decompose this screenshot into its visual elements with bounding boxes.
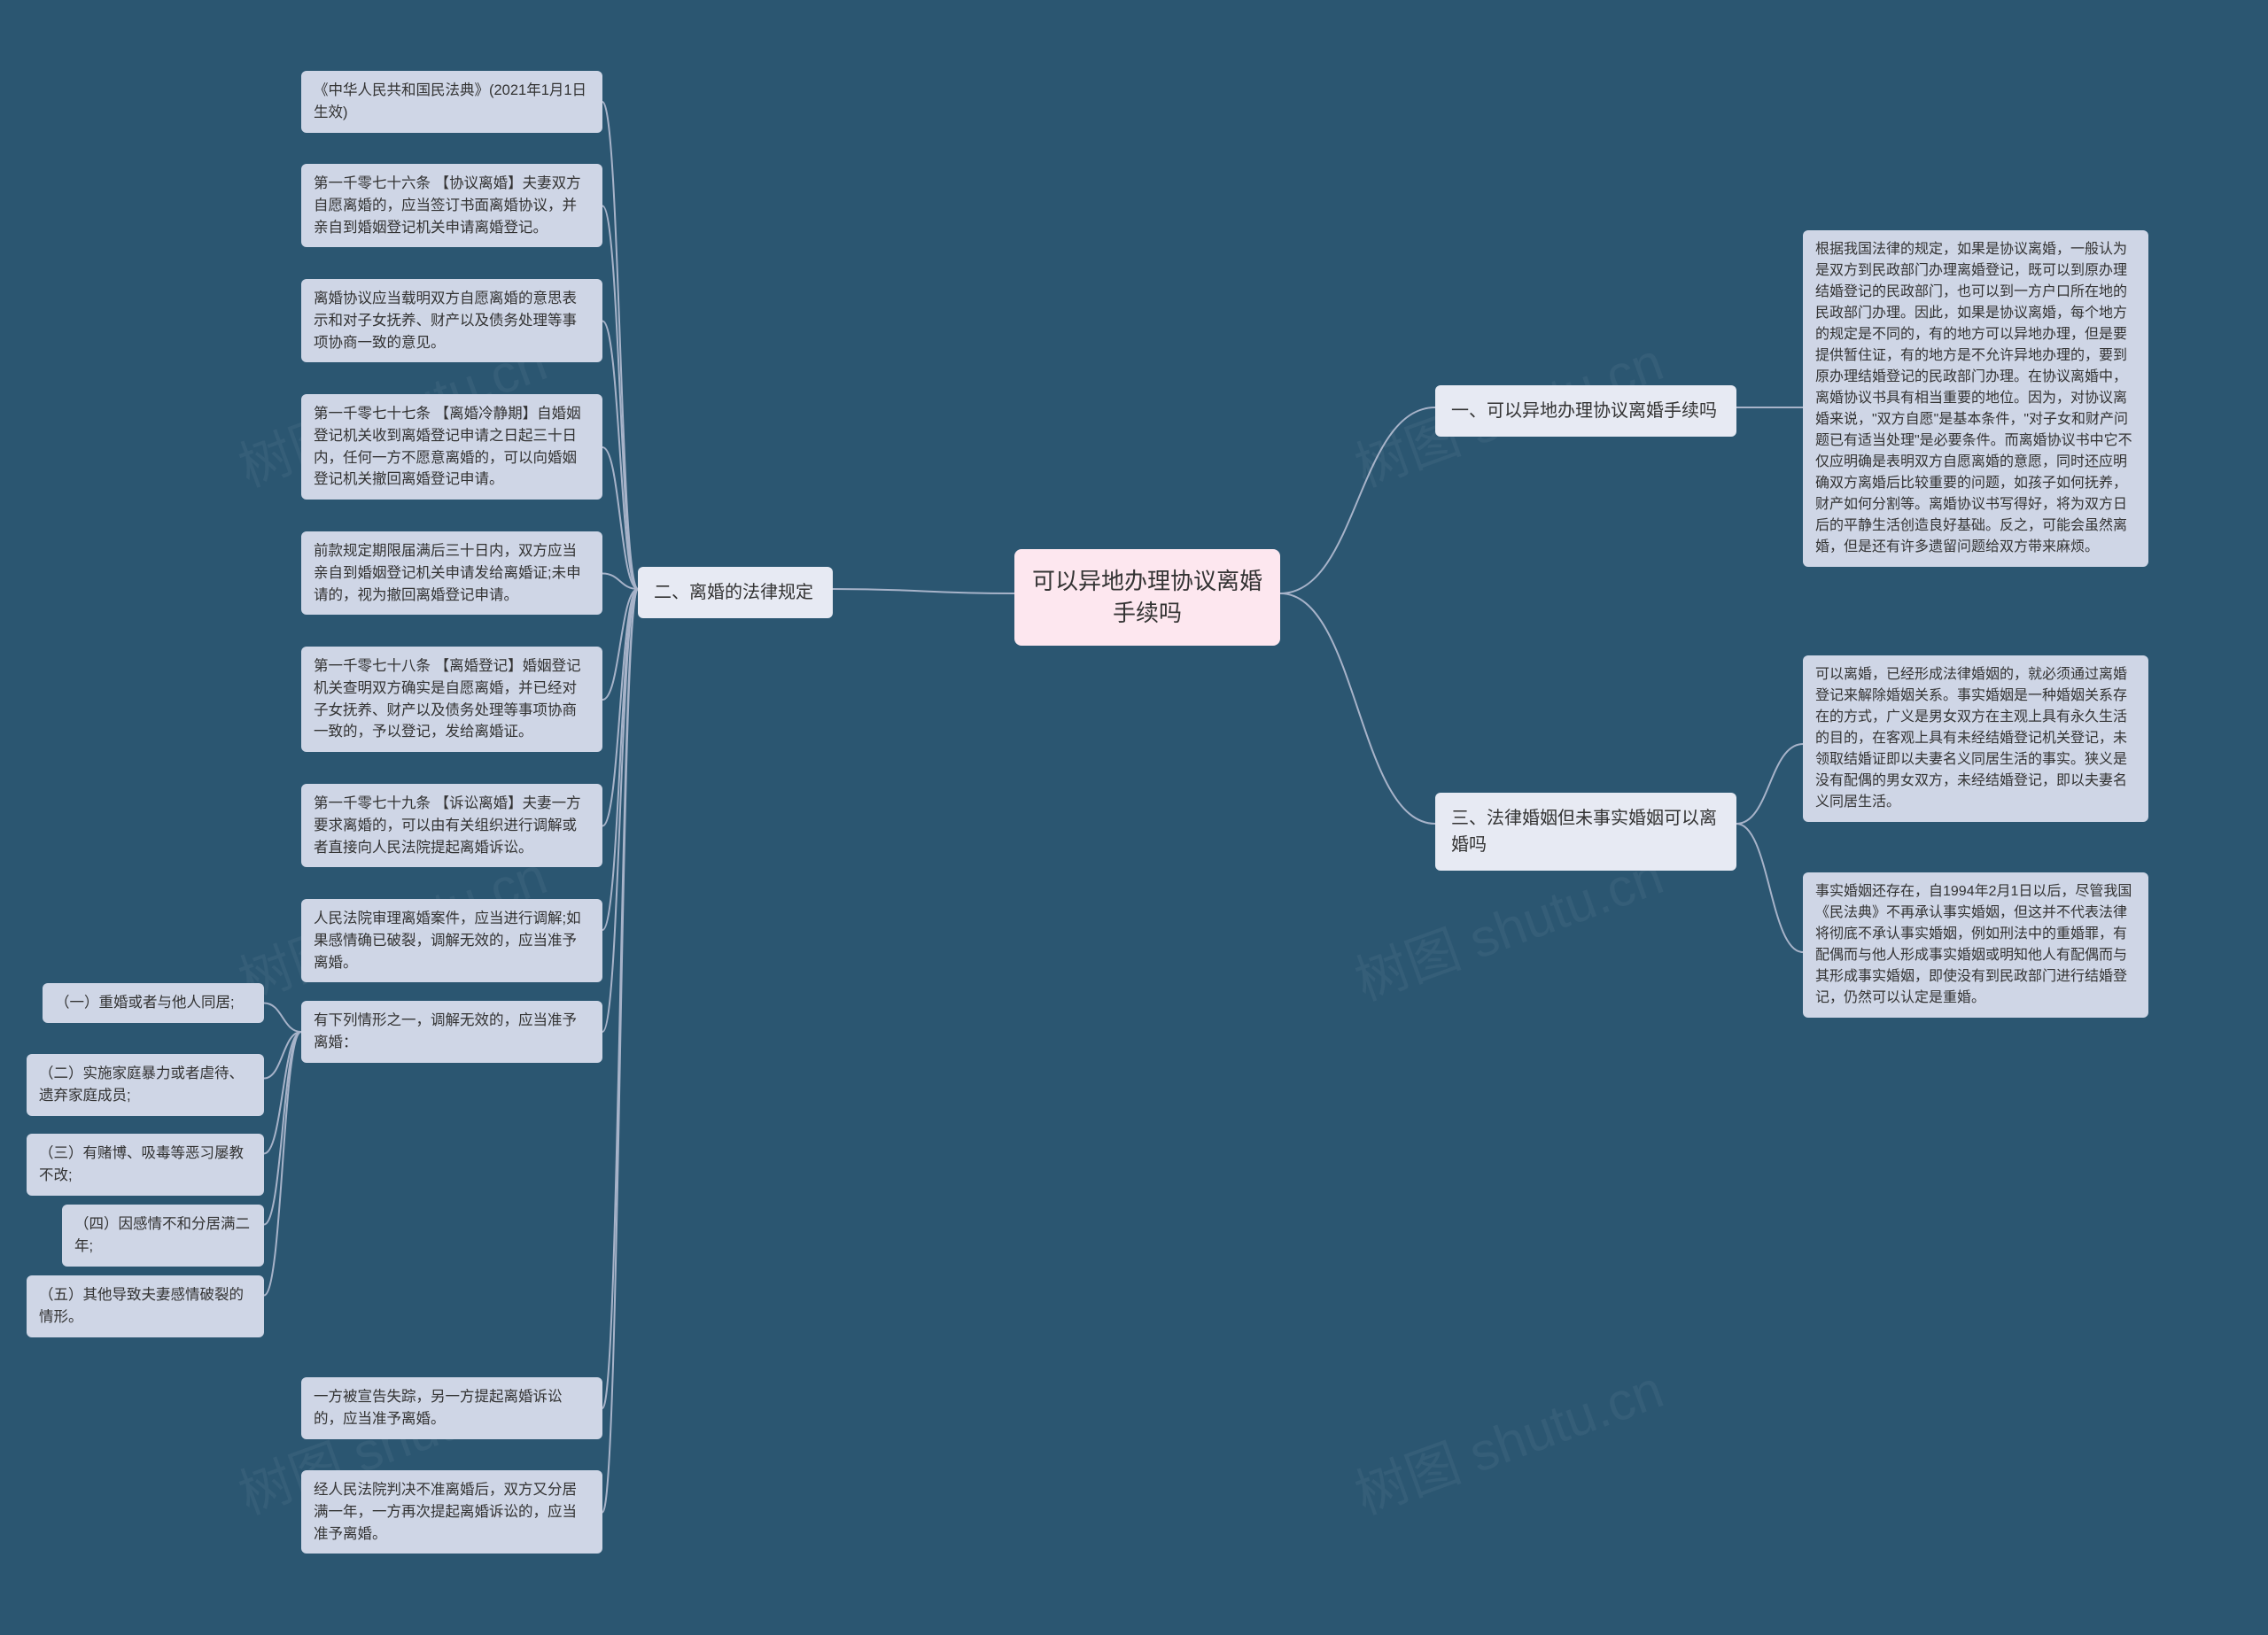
branch-node[interactable]: 三、法律婚姻但未事实婚姻可以离婚吗 [1435,793,1736,871]
leaf-node[interactable]: 第一千零七十八条 【离婚登记】婚姻登记机关查明双方确实是自愿离婚，并已经对子女抚… [301,647,602,752]
subleaf-node[interactable]: （一）重婚或者与他人同居; [43,983,264,1023]
leaf-node[interactable]: 一方被宣告失踪，另一方提起离婚诉讼的，应当准予离婚。 [301,1377,602,1439]
leaf-node[interactable]: 前款规定期限届满后三十日内，双方应当亲自到婚姻登记机关申请发给离婚证;未申请的，… [301,531,602,615]
subleaf-node[interactable]: （五）其他导致夫妻感情破裂的情形。 [27,1275,264,1337]
leaf-node[interactable]: 有下列情形之一，调解无效的，应当准予离婚： [301,1001,602,1063]
leaf-node[interactable]: 事实婚姻还存在，自1994年2月1日以后，尽管我国《民法典》不再承认事实婚姻，但… [1803,872,2148,1018]
leaf-node[interactable]: 第一千零七十六条 【协议离婚】夫妻双方自愿离婚的，应当签订书面离婚协议，并亲自到… [301,164,602,247]
mindmap-root[interactable]: 可以异地办理协议离婚手续吗 [1014,549,1280,646]
leaf-node[interactable]: 人民法院审理离婚案件，应当进行调解;如果感情确已破裂，调解无效的，应当准予离婚。 [301,899,602,982]
leaf-node[interactable]: 根据我国法律的规定，如果是协议离婚，一般认为是双方到民政部门办理离婚登记，既可以… [1803,230,2148,567]
leaf-node[interactable]: 第一千零七十七条 【离婚冷静期】自婚姻登记机关收到离婚登记申请之日起三十日内，任… [301,394,602,500]
leaf-node[interactable]: 经人民法院判决不准离婚后，双方又分居满一年，一方再次提起离婚诉讼的，应当准予离婚… [301,1470,602,1554]
leaf-node[interactable]: 第一千零七十九条 【诉讼离婚】夫妻一方要求离婚的，可以由有关组织进行调解或者直接… [301,784,602,867]
watermark: 树图 shutu.cn [1343,1346,1672,1529]
leaf-node[interactable]: 可以离婚，已经形成法律婚姻的，就必须通过离婚登记来解除婚姻关系。事实婚姻是一种婚… [1803,655,2148,822]
subleaf-node[interactable]: （四）因感情不和分居满二年; [62,1205,264,1267]
leaf-node[interactable]: 离婚协议应当载明双方自愿离婚的意思表示和对子女抚养、财产以及债务处理等事项协商一… [301,279,602,362]
subleaf-node[interactable]: （二）实施家庭暴力或者虐待、遗弃家庭成员; [27,1054,264,1116]
subleaf-node[interactable]: （三）有赌博、吸毒等恶习屡教不改; [27,1134,264,1196]
branch-node[interactable]: 一、可以异地办理协议离婚手续吗 [1435,385,1736,437]
branch-node[interactable]: 二、离婚的法律规定 [638,567,833,618]
leaf-node[interactable]: 《中华人民共和国民法典》(2021年1月1日生效) [301,71,602,133]
